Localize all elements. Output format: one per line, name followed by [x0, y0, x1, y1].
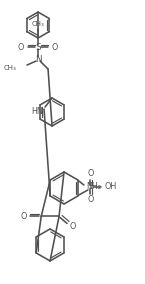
Text: S: S: [35, 43, 41, 51]
Text: O: O: [70, 222, 76, 231]
Text: O: O: [88, 195, 94, 204]
Text: CH₃: CH₃: [3, 65, 16, 71]
Text: O: O: [88, 170, 94, 178]
Text: HN: HN: [31, 106, 43, 116]
Text: CH₃: CH₃: [32, 21, 44, 27]
Text: OH: OH: [105, 183, 117, 191]
Text: O: O: [18, 43, 24, 51]
Text: N: N: [35, 55, 41, 64]
Text: S: S: [88, 183, 93, 191]
Text: NH₂: NH₂: [86, 183, 101, 191]
Text: O: O: [20, 212, 26, 221]
Text: O: O: [52, 43, 58, 51]
